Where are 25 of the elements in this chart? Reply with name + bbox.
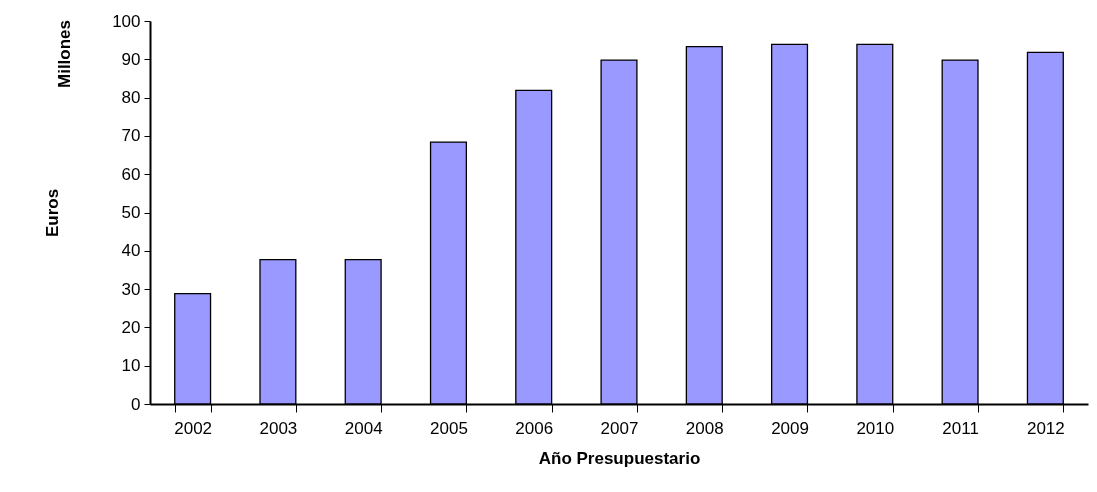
- x-axis-title: Año Presupuestario: [538, 448, 701, 468]
- y-axis-title: Euros: [43, 188, 63, 238]
- x-tick-label: 2011: [942, 418, 979, 438]
- y-tick-label: 50: [121, 203, 141, 222]
- x-tick-label: 2009: [771, 418, 809, 438]
- y-tick-label: 100: [112, 11, 141, 31]
- y-tick-label: 70: [121, 126, 141, 146]
- y-tick-label: 40: [121, 241, 141, 261]
- x-tick-label: 2005: [430, 418, 468, 438]
- x-tick-label: 2007: [600, 418, 639, 438]
- x-tick-label: 2002: [174, 418, 213, 438]
- x-tick-label: 2003: [259, 418, 298, 438]
- x-tick-label: 2004: [344, 418, 383, 438]
- y-tick-label: 60: [121, 164, 141, 184]
- y-tick-label: 80: [121, 88, 141, 108]
- x-tick-label: 2008: [685, 418, 724, 438]
- y-tick-label: 10: [121, 356, 141, 376]
- x-tick-label: 2010: [856, 418, 895, 438]
- y-tick-label: 20: [121, 317, 141, 337]
- y-tick-label: 30: [121, 279, 141, 299]
- x-tick-label: 2012: [1026, 418, 1065, 438]
- y-tick-label: 0: [131, 394, 141, 414]
- x-tick-label: 2006: [515, 418, 554, 438]
- text: Millones: [55, 19, 74, 89]
- y-tick-label: 90: [121, 49, 141, 69]
